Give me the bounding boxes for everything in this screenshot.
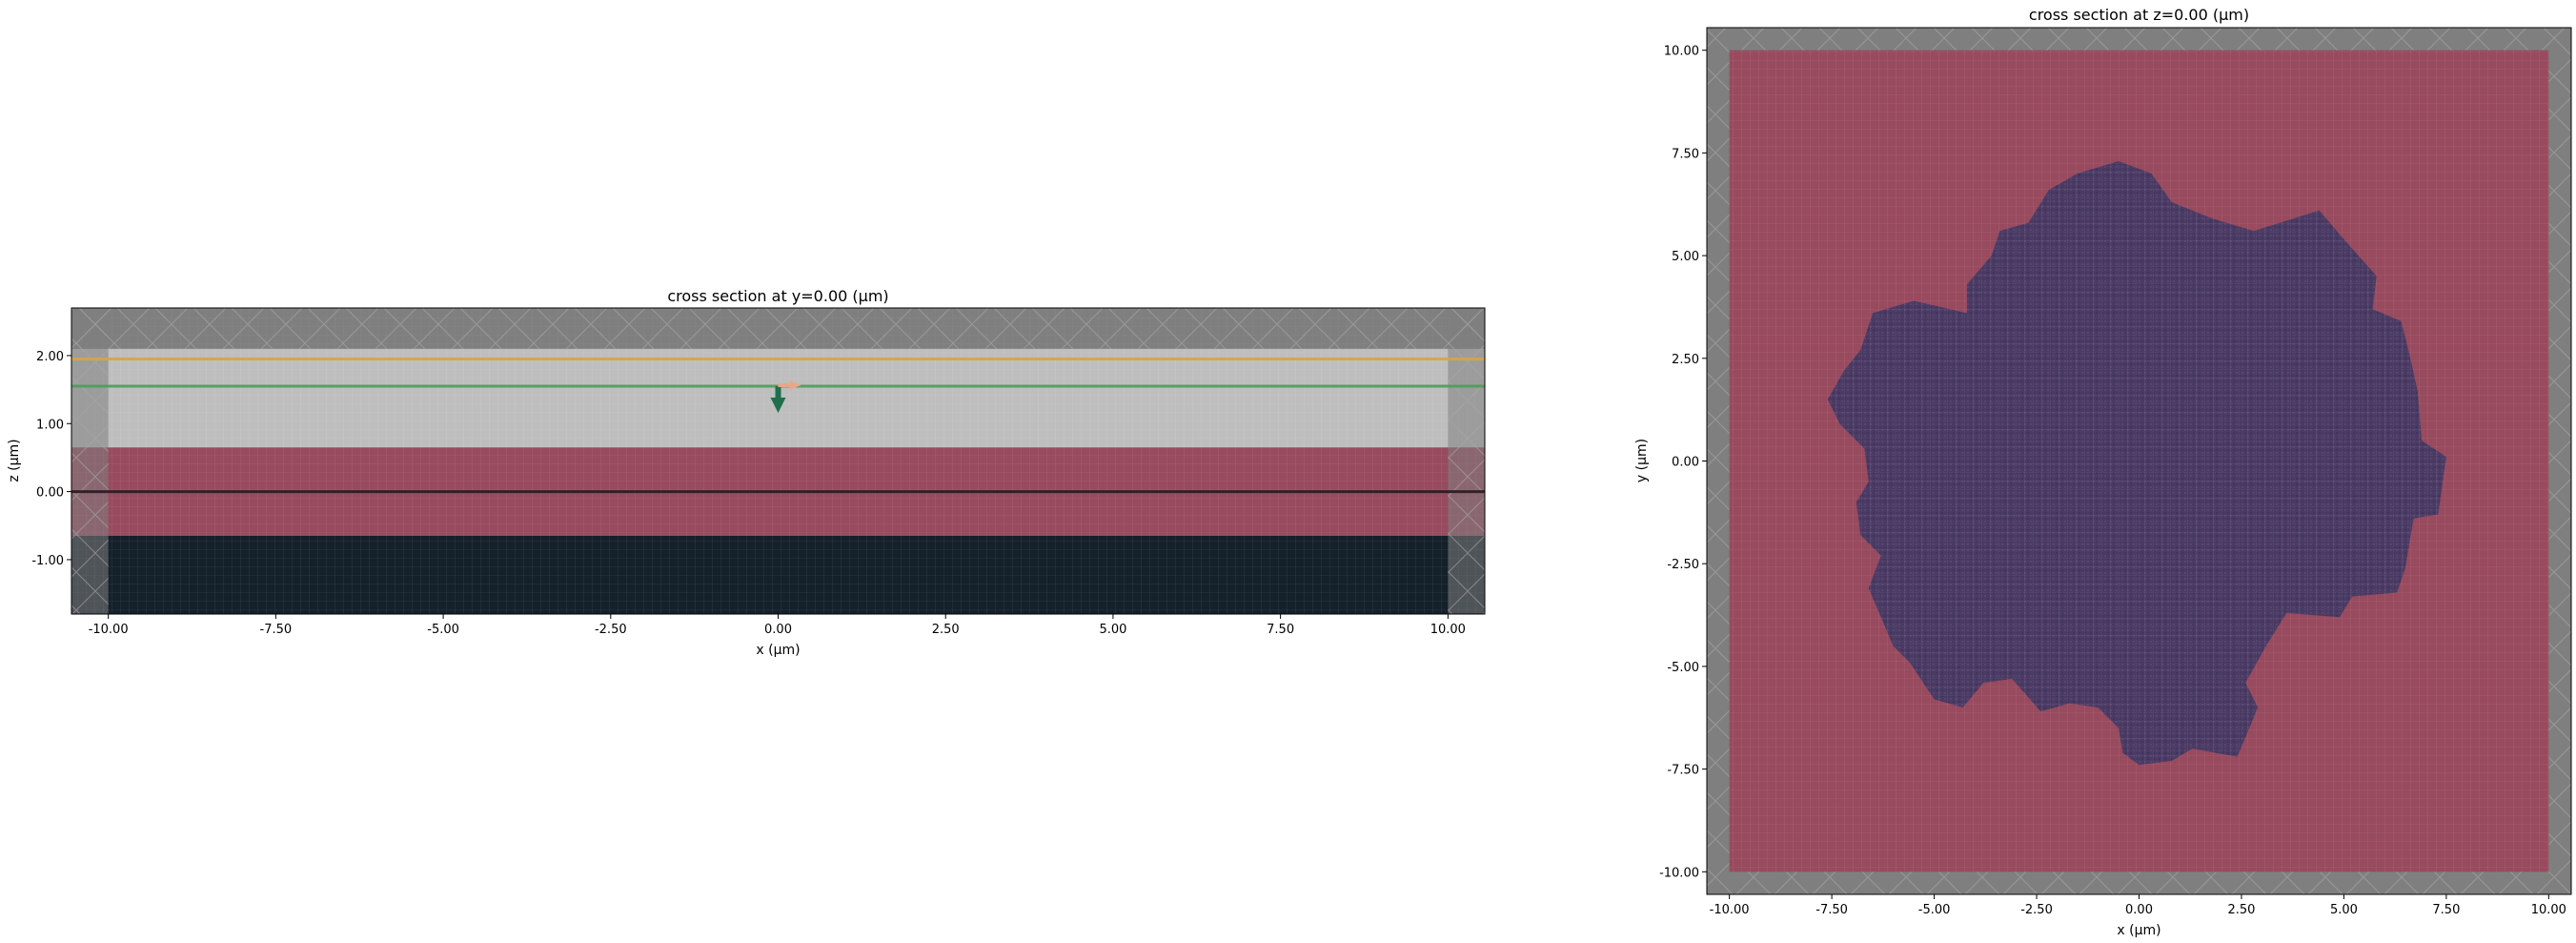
xy-x-tick-label: 7.50: [2432, 903, 2460, 917]
xy-y-tick-label: 0.00: [1672, 456, 1699, 470]
xz-cross-section-plot: cross section at y=0.00 (μm) -10.00 -7.50…: [7, 287, 1486, 658]
xz-y-axis-ticks: -1.00 0.00 1.00 2.00: [31, 350, 71, 568]
xz-y-tick-label: 0.00: [36, 486, 64, 501]
xz-x-tick-label: 7.50: [1267, 623, 1294, 637]
xy-y-axis-ticks: -10.00 -7.50 -5.00 -2.50 0.00 2.50 5.00 7.50 10.…: [1659, 45, 1707, 880]
xz-x-tick-label: 5.00: [1099, 623, 1126, 637]
xz-y-tick-label: -1.00: [31, 554, 64, 568]
xy-plot-area: [1707, 28, 2571, 894]
xy-x-tick-label: 0.00: [2125, 903, 2153, 917]
xz-x-tick-label: 2.50: [932, 623, 960, 637]
xy-x-tick-label: 5.00: [2330, 903, 2358, 917]
xy-x-axis-ticks: -10.00 -7.50 -5.00 -2.50 0.00 2.50 5.00 7.50 10.…: [1710, 894, 2566, 917]
xy-cross-section-plot: cross section at z=0.00 (μm) -10.00 -7.50…: [1634, 6, 2572, 938]
xy-y-tick-label: 5.00: [1672, 250, 1699, 264]
xy-y-tick-label: -7.50: [1667, 764, 1699, 778]
xy-x-tick-label: -10.00: [1710, 903, 1750, 917]
xz-x-tick-label: -5.00: [427, 623, 459, 637]
xz-x-tick-label: 10.00: [1430, 623, 1466, 637]
xz-x-tick-label: -10.00: [89, 623, 129, 637]
xz-x-tick-label: -7.50: [260, 623, 293, 637]
xy-x-axis-label: x (μm): [2117, 923, 2160, 938]
xz-plot-title: cross section at y=0.00 (μm): [667, 287, 888, 305]
xz-plot-area: [71, 308, 1485, 614]
xz-pml-hatch: [71, 308, 1485, 349]
xy-x-tick-label: -5.00: [1918, 903, 1951, 917]
xy-y-axis-label: y (μm): [1634, 439, 1650, 482]
xz-x-axis-label: x (μm): [756, 643, 800, 658]
xy-x-tick-label: 10.00: [2531, 903, 2566, 917]
xz-x-tick-label: -2.50: [595, 623, 627, 637]
xy-y-tick-label: -2.50: [1667, 558, 1699, 572]
xy-x-tick-label: -7.50: [1815, 903, 1848, 917]
xy-y-tick-label: -5.00: [1667, 661, 1699, 675]
xz-x-axis-ticks: -10.00 -7.50 -5.00 -2.50 0.00 2.50 5.00 7.50 10.…: [89, 614, 1466, 637]
xy-y-tick-label: 10.00: [1664, 45, 1699, 59]
xz-mesh-grid: [71, 308, 1485, 614]
xy-y-tick-label: 7.50: [1672, 147, 1699, 161]
xz-y-tick-label: 2.00: [36, 350, 64, 364]
xy-x-tick-label: 2.50: [2227, 903, 2255, 917]
xy-plot-title: cross section at z=0.00 (μm): [2029, 6, 2249, 24]
xz-x-tick-label: 0.00: [764, 623, 792, 637]
xy-y-tick-label: 2.50: [1672, 353, 1699, 367]
xy-mesh-grid: [1729, 50, 2549, 872]
xz-pml-hatch: [1448, 308, 1485, 614]
xz-polarization-arrow-head: [789, 380, 801, 391]
xy-x-tick-label: -2.50: [2020, 903, 2053, 917]
xy-y-tick-label: -10.00: [1659, 866, 1699, 880]
xz-y-tick-label: 1.00: [36, 418, 64, 432]
xz-source-arrow-head: [770, 398, 786, 414]
xz-y-axis-label: z (μm): [7, 439, 22, 482]
xz-pml-hatch: [71, 308, 109, 614]
